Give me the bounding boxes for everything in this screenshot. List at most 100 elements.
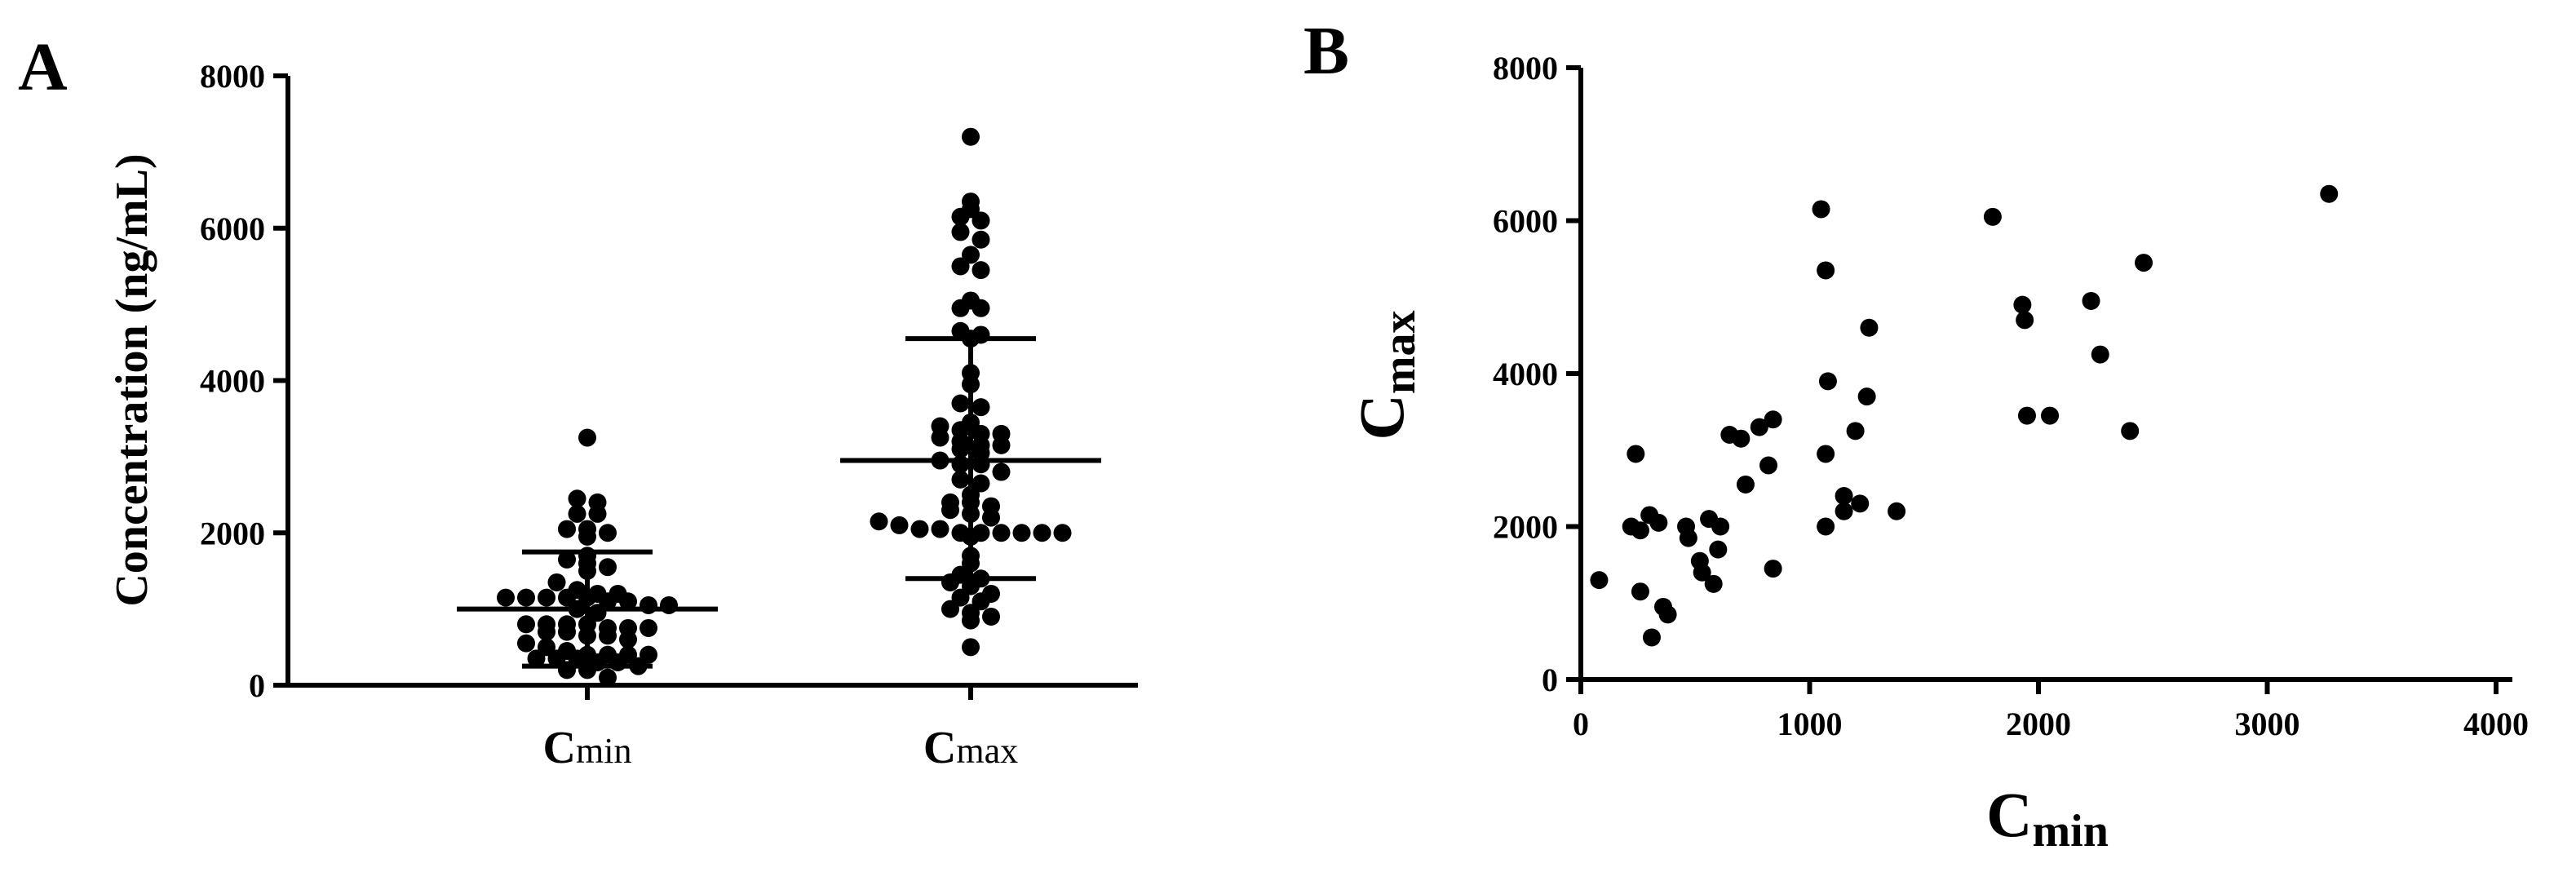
panel-a-dot	[568, 504, 586, 523]
panel-a-dot	[931, 520, 949, 538]
panel-b-dot	[1631, 521, 1649, 540]
panel-b-x-axis-title: Cmin	[1986, 779, 2109, 857]
panel-b-x-tick-label: 0	[1573, 706, 1589, 742]
panel-a-dot	[972, 230, 990, 249]
panel-b-dot	[1631, 582, 1649, 601]
panel-a-dot	[962, 638, 980, 657]
panel-a-dot	[992, 463, 1011, 481]
panel-a-y-axis-title: Concentration (ng/mL)	[107, 153, 157, 606]
panel-b-y-axis-title: Cmax	[1346, 311, 1425, 440]
panel-a-dot	[599, 524, 617, 542]
panel-a-dot	[931, 417, 949, 436]
panel-a-dot	[527, 649, 546, 668]
panel-a-dot	[640, 618, 657, 637]
panel-a-dot	[568, 581, 586, 600]
panel-a-dot	[578, 645, 596, 664]
panel-a-dot	[941, 493, 959, 511]
panel-b-dot	[2135, 254, 2153, 272]
panel-b-dot	[1732, 429, 1751, 448]
panel-a-dot	[629, 657, 648, 675]
panel-a-dot	[538, 615, 555, 634]
panel-b-y-axis-title-big: C	[1346, 394, 1417, 440]
panel-b-dot	[1888, 502, 1906, 520]
panel-a-dot	[640, 595, 657, 614]
panel-b-dot	[1817, 517, 1835, 536]
panel-b-dot	[2013, 295, 2032, 314]
panel-a-dot	[951, 321, 970, 340]
panel-a-category-cmin: Cmin	[543, 723, 632, 773]
panel-b-dot	[2041, 406, 2060, 425]
panel-b-dot	[1857, 387, 1876, 406]
panel-b-x-tick-label: 3000	[2235, 706, 2300, 742]
panel-a-dot	[951, 455, 970, 474]
panel-a-dot	[588, 584, 607, 603]
panel-a-y-tick-label: 2000	[200, 515, 265, 551]
panel-b-dot	[1817, 445, 1835, 463]
panel-b-y-axis-title-small: max	[1374, 311, 1425, 395]
panel-b-dot	[2320, 184, 2339, 203]
panel-a-dot	[558, 615, 576, 634]
panel-a-dot	[619, 618, 637, 637]
panel-b-dots	[1590, 184, 2339, 647]
panel-a-dot	[962, 547, 980, 565]
panel-b-dot	[1759, 456, 1778, 475]
panel-a-dot	[972, 325, 990, 344]
panel-a-dot	[538, 588, 555, 607]
panel-b-dot	[1835, 502, 1853, 520]
panel-b-dot	[1627, 445, 1645, 463]
panel-a-y-tick-label: 4000	[200, 363, 265, 400]
panel-b-dot	[2016, 311, 2034, 330]
panel-b-x-tick-label: 2000	[2006, 706, 2071, 742]
panel-a-dot	[951, 565, 970, 584]
panel-a-dot	[558, 641, 576, 660]
panel-b-dot	[2091, 345, 2109, 364]
panel-b-dot	[1835, 487, 1853, 505]
svg-text:Cmin: Cmin	[543, 723, 632, 773]
panel-b-dot	[1711, 517, 1730, 536]
panel-a-dot	[599, 668, 617, 687]
panel-a-dot	[517, 588, 535, 607]
panel-b-dot	[1860, 318, 1879, 337]
panel-a-category-cmax-big: C	[923, 723, 956, 773]
panel-b-dot	[1764, 560, 1782, 578]
svg-text:Cmax: Cmax	[923, 723, 1018, 773]
panel-a-dot	[1012, 524, 1031, 542]
panel-a-dot	[972, 424, 990, 443]
panel-a-y-tick-label: 6000	[200, 210, 265, 247]
panel-a-dot	[599, 618, 617, 637]
panel-a-dots	[497, 127, 1072, 687]
panel-a-dot	[962, 364, 980, 383]
panel-a-dot	[578, 428, 596, 447]
panel-a-dot	[972, 474, 990, 493]
panel-a-dot	[1033, 524, 1051, 542]
panel-a-dot	[972, 569, 990, 588]
panel-b-dot	[1750, 418, 1768, 436]
panel-a: A 0 2000 4000 6000 8000 Concentration (ng/mL…	[18, 29, 1138, 773]
panel-a-dot	[941, 600, 959, 618]
panel-b-dot	[1642, 628, 1661, 647]
panel-b-dot	[1658, 605, 1677, 624]
panel-b-x-tick-label: 4000	[2463, 706, 2529, 742]
panel-a-dot	[972, 211, 990, 230]
panel-b-dot	[1764, 410, 1782, 429]
panel-a-dot	[660, 595, 678, 614]
panel-b-y-ticks: 0 2000 4000 6000 8000	[1493, 50, 1581, 698]
panel-a-dot	[992, 424, 1011, 443]
panel-a-dot	[951, 588, 970, 607]
panel-b-y-tick-label: 8000	[1493, 50, 1558, 86]
panel-a-dot	[962, 604, 980, 622]
panel-a-dot	[951, 223, 970, 241]
panel-a-y-ticks: 0 2000 4000 6000 8000	[200, 58, 288, 704]
panel-a-dot	[972, 524, 990, 542]
panel-a-dot	[951, 394, 970, 413]
panel-a-dot	[951, 524, 970, 542]
panel-b-dot	[1693, 563, 1711, 582]
panel-a-dot	[578, 615, 596, 634]
panel-a-dot	[497, 588, 515, 607]
panel-a-category-cmax: Cmax	[923, 723, 1018, 773]
panel-a-dot	[578, 547, 596, 565]
panel-a-dot	[619, 645, 637, 664]
panel-a-y-tick-label: 0	[249, 667, 265, 704]
panel-a-dot	[517, 634, 535, 653]
